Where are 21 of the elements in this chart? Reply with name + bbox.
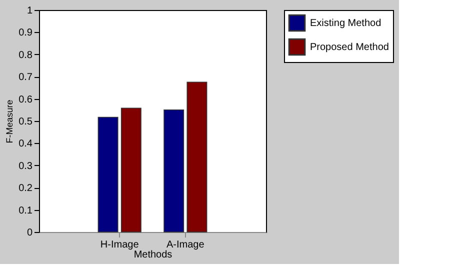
x-tick-label: A-Image	[166, 240, 205, 250]
y-tick-label: 0.5	[18, 116, 33, 128]
y-tick-label: 0.7	[18, 72, 33, 84]
y-tick-label: 0.9	[18, 28, 33, 39]
bar	[164, 110, 184, 232]
y-tick-label: 0.3	[18, 160, 33, 172]
bar	[186, 82, 208, 232]
legend-label: Existing Method	[310, 18, 382, 29]
bar	[120, 108, 142, 232]
y-tick-label: 1	[26, 6, 33, 16]
y-tick-label: 0.6	[18, 94, 33, 106]
legend-label: Proposed Method	[310, 42, 389, 53]
y-tick-label: 0.8	[18, 50, 33, 61]
y-tick-label: 0.2	[18, 183, 33, 194]
y-tick-label: 0.4	[18, 138, 33, 150]
x-axis-title: Methods	[134, 250, 172, 260]
y-tick-label: 0.1	[18, 205, 33, 216]
bar	[98, 116, 118, 232]
y-axis-title: F-Measure	[4, 100, 15, 144]
x-tick-label: H-Image	[100, 240, 140, 250]
y-tick-label: 0	[26, 228, 33, 238]
